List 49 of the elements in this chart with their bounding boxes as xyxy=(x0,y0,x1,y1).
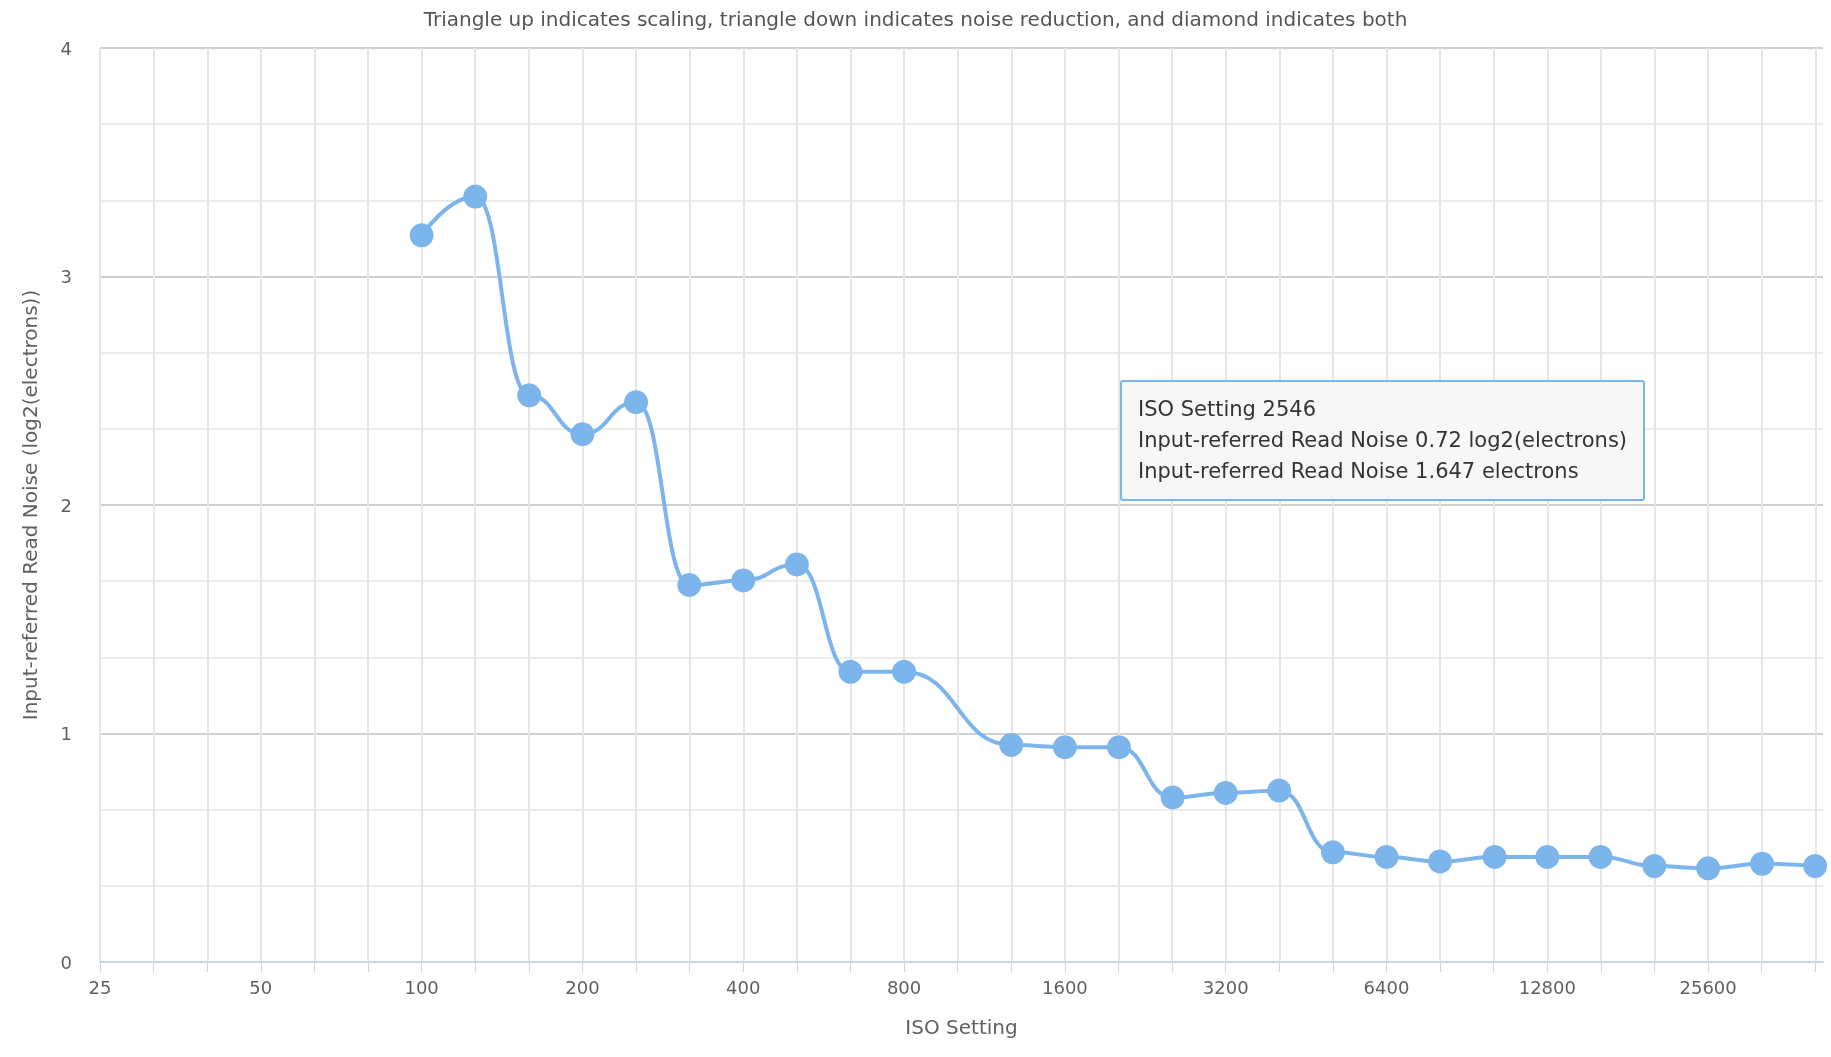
annotation: ISO Setting 2546 xyxy=(1138,396,1318,423)
y-tick-label: 0 xyxy=(60,951,72,973)
point xyxy=(1267,778,1292,803)
x-tick-label: 800 xyxy=(886,976,922,998)
point xyxy=(1106,735,1131,760)
y-tick-label: 1 xyxy=(60,723,72,744)
x-tick-label: 1600 xyxy=(1041,976,1088,998)
point xyxy=(463,184,488,209)
point xyxy=(999,732,1024,757)
point xyxy=(838,659,863,684)
x-tick-label: 50 xyxy=(249,976,273,998)
point xyxy=(1160,785,1185,810)
point xyxy=(892,659,917,684)
y-tick-label: 4 xyxy=(60,37,72,59)
point xyxy=(409,223,434,248)
point xyxy=(570,422,595,447)
point xyxy=(517,383,542,408)
point xyxy=(1803,854,1828,879)
point xyxy=(1588,844,1613,869)
annotation: Input-referred Read Noise 0.72 log2(electrons) xyxy=(1138,427,1628,454)
point xyxy=(1213,780,1238,805)
point xyxy=(1482,844,1507,869)
point xyxy=(731,568,756,593)
x-tick-label: 400 xyxy=(726,976,761,998)
tooltip-box: ISO Setting 2546 Input-referred Read Noise 0.72 log2(electrons) Input-referred Read Noise 1.647 electrons xyxy=(1120,380,1645,501)
x-tick-label: 25 xyxy=(88,976,112,998)
point xyxy=(1535,844,1560,869)
x-axis-title: ISO Setting xyxy=(905,1015,1018,1039)
point xyxy=(784,552,809,577)
y-axis-title: Input-referred Read Noise (log2(electrons)) xyxy=(18,289,42,721)
point xyxy=(624,390,649,415)
point xyxy=(1642,854,1667,879)
point xyxy=(1428,849,1453,874)
x-tick-label: 12800 xyxy=(1518,976,1576,998)
x-tick-label: 6400 xyxy=(1363,976,1410,998)
x-tick-label: 100 xyxy=(404,976,439,998)
y-tick-label: 2 xyxy=(60,494,72,516)
x-tick-label: 200 xyxy=(565,976,600,998)
point xyxy=(1696,856,1721,881)
point xyxy=(1052,735,1077,760)
point xyxy=(1750,851,1775,876)
y-tick-label: 3 xyxy=(60,266,72,287)
chart-title: Triangle up indicates scaling, triangle down indicates noise reduction, and diamond indicates both xyxy=(422,7,1408,31)
annotation: Input-referred Read Noise 1.647 electrons xyxy=(1138,458,1580,485)
point xyxy=(677,572,702,597)
point xyxy=(1374,844,1399,869)
x-tick-label: 3200 xyxy=(1202,976,1249,998)
x-tick-label: 25600 xyxy=(1679,976,1737,998)
point xyxy=(1320,840,1345,865)
